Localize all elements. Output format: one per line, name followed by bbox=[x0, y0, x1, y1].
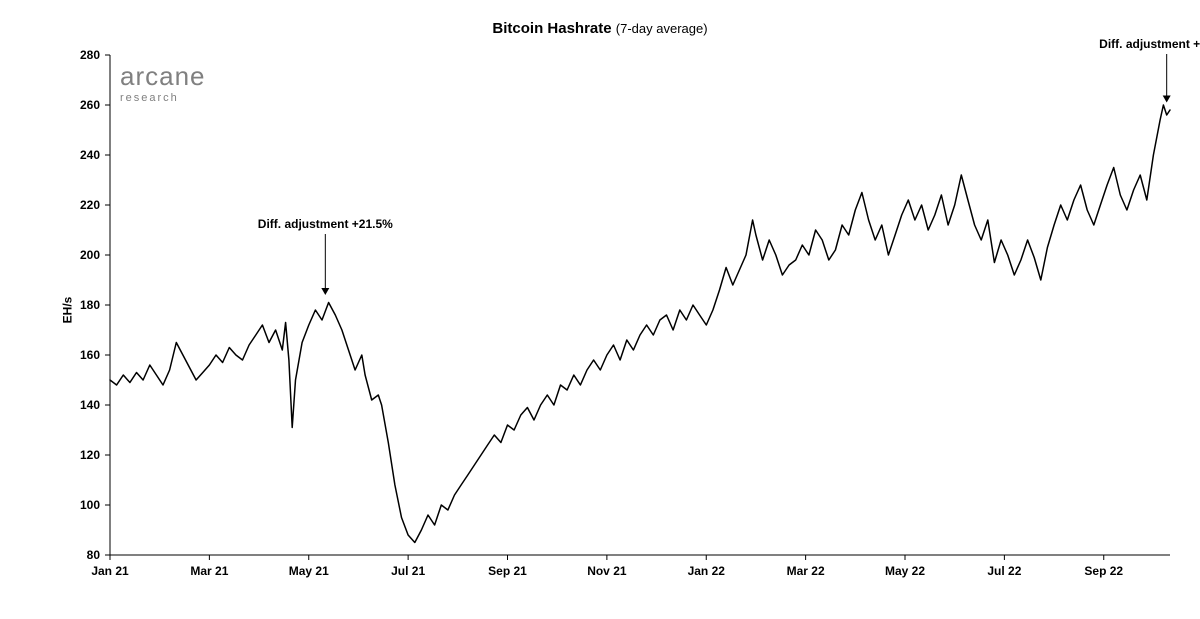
y-tick-label: 180 bbox=[80, 298, 100, 312]
x-tick-label: May 22 bbox=[885, 564, 925, 578]
y-tick-label: 140 bbox=[80, 398, 100, 412]
x-tick-label: Sep 22 bbox=[1084, 564, 1123, 578]
annotation-label-0: Diff. adjustment +21.5% bbox=[258, 217, 393, 231]
y-tick-label: 200 bbox=[80, 248, 100, 262]
x-tick-label: Nov 21 bbox=[587, 564, 627, 578]
watermark-main: arcane bbox=[120, 61, 206, 91]
y-tick-label: 120 bbox=[80, 448, 100, 462]
watermark-sub: research bbox=[120, 92, 179, 104]
y-tick-label: 160 bbox=[80, 348, 100, 362]
y-tick-label: 240 bbox=[80, 148, 100, 162]
y-tick-label: 280 bbox=[80, 48, 100, 62]
annotation-arrow-head-0 bbox=[321, 288, 329, 295]
chart-container: Bitcoin Hashrate (7-day average) EH/s ar… bbox=[0, 0, 1200, 619]
x-tick-label: Jan 22 bbox=[688, 564, 726, 578]
y-tick-label: 260 bbox=[80, 98, 100, 112]
x-tick-label: May 21 bbox=[289, 564, 329, 578]
annotation-arrow-head-1 bbox=[1163, 96, 1171, 103]
x-tick-label: Jul 21 bbox=[391, 564, 425, 578]
chart-svg: arcaneresearch 80 100 120 140 160 180 200 220 240… bbox=[0, 0, 1200, 619]
y-tick-label: 220 bbox=[80, 198, 100, 212]
x-tick-label: Mar 22 bbox=[787, 564, 825, 578]
hashrate-line bbox=[110, 105, 1170, 543]
x-tick-label: Jul 22 bbox=[987, 564, 1021, 578]
x-tick-label: Sep 21 bbox=[488, 564, 527, 578]
y-tick-label: 80 bbox=[87, 548, 101, 562]
annotation-label-1: Diff. adjustment +13.5% bbox=[1099, 37, 1200, 51]
x-tick-label: Jan 21 bbox=[91, 564, 129, 578]
x-tick-label: Mar 21 bbox=[190, 564, 228, 578]
y-tick-label: 100 bbox=[80, 498, 100, 512]
